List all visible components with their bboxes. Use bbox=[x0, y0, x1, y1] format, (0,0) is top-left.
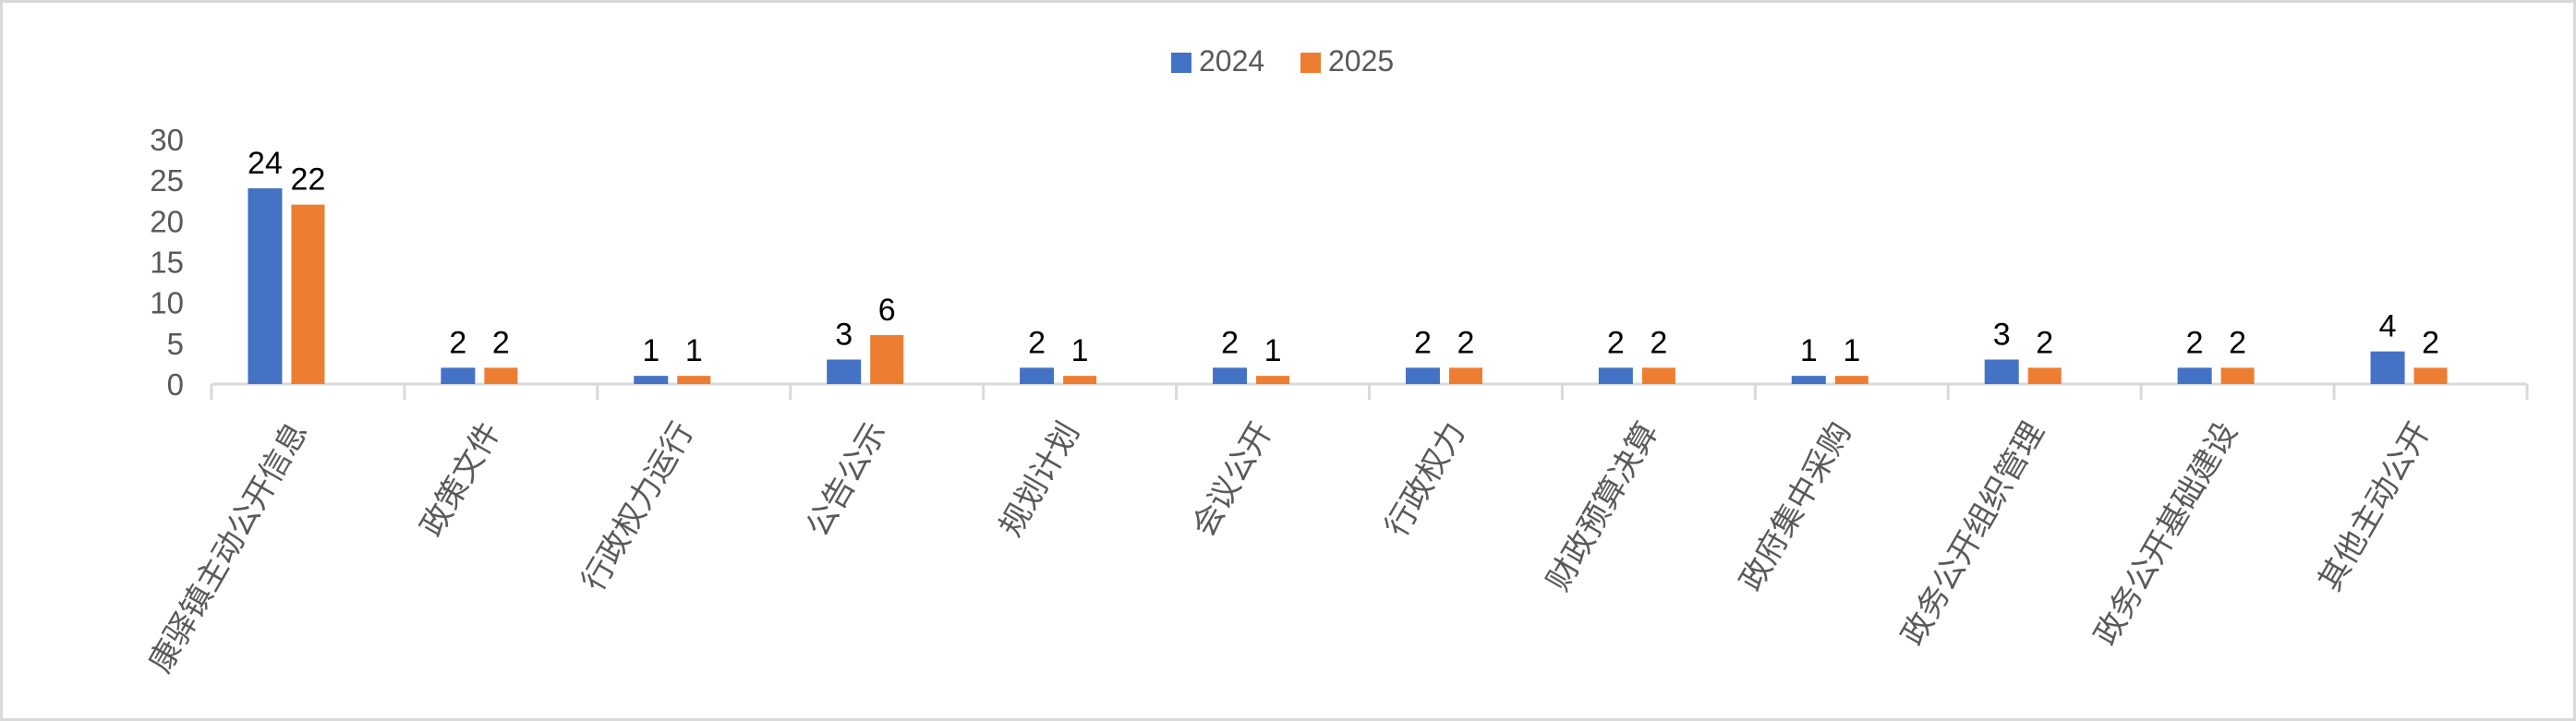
data-label-2024: 2 bbox=[1221, 325, 1239, 360]
x-category-label: 政务公开基础建设 bbox=[2088, 416, 2244, 652]
data-label-2025: 1 bbox=[1843, 333, 1860, 368]
x-category-label: 康驿镇主动公开信息 bbox=[142, 416, 314, 679]
data-label-2025: 1 bbox=[1071, 333, 1089, 368]
data-label-2024: 2 bbox=[1414, 325, 1432, 360]
data-label-2025: 2 bbox=[2229, 325, 2246, 360]
data-label-2025: 1 bbox=[685, 333, 703, 368]
y-tick-label: 15 bbox=[150, 246, 184, 280]
legend-label-2024: 2024 bbox=[1199, 44, 1264, 78]
data-label-2025: 6 bbox=[878, 293, 896, 328]
bar-2025 bbox=[1063, 376, 1097, 384]
data-label-2024: 3 bbox=[835, 318, 853, 353]
data-label-2025: 2 bbox=[492, 325, 510, 360]
bar-2024 bbox=[1598, 367, 1633, 384]
bar-2024 bbox=[1405, 367, 1440, 384]
x-category-label: 会议公开 bbox=[1186, 416, 1279, 543]
bar-2024 bbox=[1984, 359, 2019, 384]
y-tick-label: 5 bbox=[167, 327, 184, 361]
bar-2025 bbox=[1641, 367, 1675, 384]
bar-2025 bbox=[870, 335, 904, 384]
bar-2024 bbox=[2370, 351, 2405, 384]
data-label-2025: 2 bbox=[2422, 325, 2439, 360]
bar-2024 bbox=[1213, 367, 1248, 384]
bar-2024 bbox=[2177, 367, 2212, 384]
x-category-label: 行政权力 bbox=[1379, 416, 1472, 543]
x-category-label: 规划计划 bbox=[993, 416, 1086, 543]
data-label-2024: 1 bbox=[642, 333, 659, 368]
data-label-2025: 1 bbox=[1264, 333, 1282, 368]
x-category-label: 政府集中采购 bbox=[1734, 416, 1858, 597]
data-label-2025: 2 bbox=[1457, 325, 1474, 360]
x-category-label: 政务公开组织管理 bbox=[1895, 416, 2051, 652]
bar-2025 bbox=[677, 376, 711, 384]
x-category-label: 政策文件 bbox=[414, 416, 507, 543]
bar-2025 bbox=[291, 204, 325, 384]
bar-2024 bbox=[1020, 367, 1055, 384]
bar-2024 bbox=[248, 188, 283, 384]
data-label-2025: 2 bbox=[1650, 325, 1667, 360]
x-category-label: 行政权力运行 bbox=[575, 416, 700, 597]
y-tick-label: 30 bbox=[150, 123, 184, 157]
data-label-2024: 2 bbox=[1028, 325, 1046, 360]
bar-2025 bbox=[2413, 367, 2448, 384]
data-label-2025: 2 bbox=[2036, 325, 2053, 360]
y-tick-label: 0 bbox=[167, 367, 184, 402]
bar-2025 bbox=[1834, 376, 1869, 384]
bar-2024 bbox=[441, 367, 476, 384]
y-tick-label: 25 bbox=[150, 163, 184, 198]
data-label-2024: 2 bbox=[2186, 325, 2204, 360]
data-label-2024: 2 bbox=[1607, 325, 1625, 360]
legend-swatch-2024 bbox=[1171, 53, 1191, 73]
x-category-label: 公告公示 bbox=[800, 416, 893, 543]
data-label-2025: 22 bbox=[291, 162, 326, 198]
data-label-2024: 3 bbox=[1993, 318, 2011, 353]
x-category-label: 其他主动公开 bbox=[2313, 416, 2437, 597]
bar-2025 bbox=[2027, 367, 2062, 384]
bar-2025 bbox=[1256, 376, 1290, 384]
bar-2025 bbox=[2220, 367, 2255, 384]
bar-2024 bbox=[634, 376, 669, 384]
bar-2025 bbox=[484, 367, 518, 384]
legend-label-2025: 2025 bbox=[1328, 44, 1394, 78]
y-tick-label: 10 bbox=[150, 286, 184, 320]
x-category-label: 财政预算决算 bbox=[1541, 416, 1665, 597]
bar-2024 bbox=[827, 359, 862, 384]
y-tick-label: 20 bbox=[150, 204, 184, 238]
data-label-2024: 4 bbox=[2379, 309, 2397, 344]
data-label-2024: 2 bbox=[449, 325, 466, 360]
bar-2025 bbox=[1448, 367, 1482, 384]
legend-swatch-2025 bbox=[1300, 53, 1321, 73]
bar-2024 bbox=[1791, 376, 1826, 384]
data-label-2024: 24 bbox=[248, 146, 283, 181]
data-label-2024: 1 bbox=[1800, 333, 1818, 368]
